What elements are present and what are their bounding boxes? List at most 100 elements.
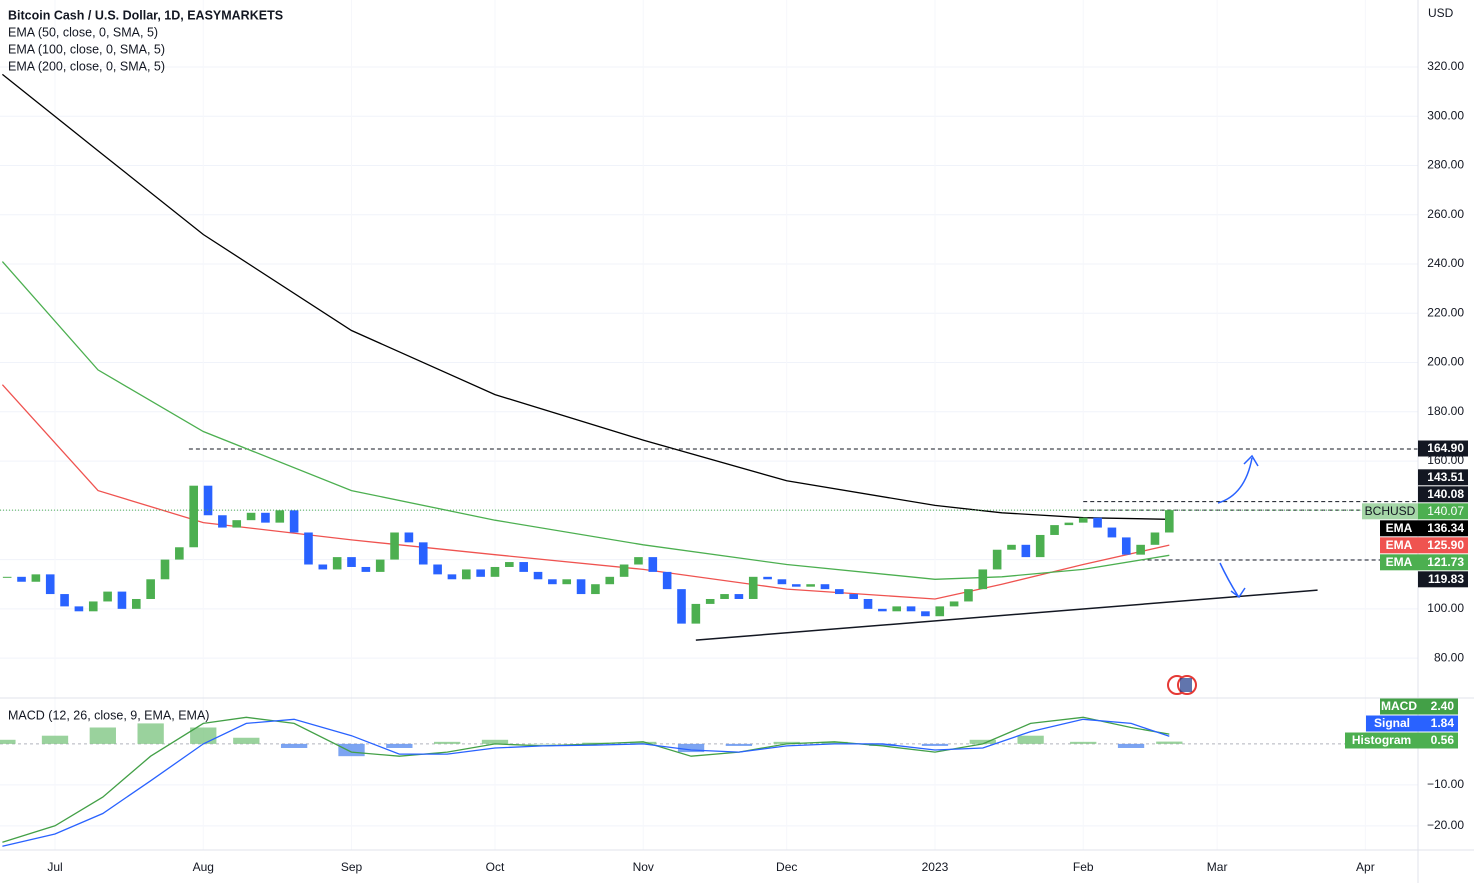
candle	[375, 559, 385, 572]
y-tick-label: 80.00	[1434, 650, 1464, 664]
level-label: 143.51	[1427, 470, 1464, 484]
candle	[189, 485, 198, 548]
candle	[978, 569, 988, 590]
candle	[964, 589, 973, 602]
candle	[218, 515, 227, 528]
currency-label: USD	[1428, 6, 1454, 20]
candle	[591, 584, 600, 595]
histogram-bar	[481, 739, 509, 744]
arrow-up	[1217, 457, 1253, 504]
level-label: 140.08	[1427, 487, 1464, 501]
candle	[146, 579, 155, 599]
y-tick-label: 320.00	[1427, 59, 1464, 73]
histogram-bar	[921, 743, 949, 746]
candle	[705, 598, 715, 604]
ema-name-box	[1380, 554, 1418, 571]
ema-name-box	[1380, 537, 1418, 554]
level-label: 119.83	[1428, 572, 1464, 586]
histogram-bar	[773, 741, 800, 744]
arrow-up-head	[1243, 454, 1259, 467]
candle	[1050, 525, 1059, 535]
candle	[476, 569, 485, 577]
macd-value: 1.84	[1431, 716, 1455, 730]
candle	[332, 557, 342, 570]
level-label-box	[1418, 469, 1468, 486]
y-tick-label: 100.00	[1427, 601, 1464, 615]
flag-icon	[1167, 675, 1197, 695]
candle	[619, 564, 629, 577]
level-label: 164.90	[1427, 441, 1464, 455]
x-tick-label: Dec	[776, 860, 797, 874]
x-tick-label: Jul	[47, 860, 62, 874]
candle	[863, 598, 873, 609]
price-value: 140.07	[1427, 504, 1464, 518]
histogram-bar	[280, 743, 308, 748]
x-tick-label: Nov	[633, 860, 654, 874]
histogram-bar	[725, 743, 753, 746]
y-tick-label: 280.00	[1427, 158, 1464, 172]
candle	[1064, 522, 1074, 526]
x-tick-label: Sep	[341, 860, 363, 874]
candle	[2, 576, 12, 578]
candle	[1078, 517, 1088, 523]
ema-name: EMA	[1386, 538, 1413, 552]
candle	[1021, 544, 1031, 558]
histogram-bar	[1070, 741, 1097, 744]
histogram-bar	[529, 743, 556, 745]
candle	[849, 594, 858, 599]
candle	[74, 606, 84, 612]
level-label-box	[1418, 440, 1468, 457]
candle	[662, 571, 672, 590]
candle	[318, 564, 328, 570]
arrow-down-head	[1230, 587, 1246, 599]
indicator-legend: EMA (100, close, 0, SMA, 5)	[8, 42, 165, 56]
histogram-bar	[1017, 735, 1044, 744]
ema-value: 121.73	[1427, 555, 1464, 569]
y-tick-label: 180.00	[1427, 404, 1464, 418]
level-label-box	[1418, 486, 1468, 503]
histogram-bar	[338, 743, 365, 757]
candle	[1093, 517, 1102, 528]
candle	[505, 562, 514, 567]
candle	[60, 594, 69, 607]
candle	[275, 510, 285, 523]
ema-name-box	[1380, 520, 1418, 537]
ema-name: EMA	[1386, 555, 1413, 569]
candle	[576, 579, 586, 595]
candle	[820, 584, 830, 590]
candle	[232, 520, 242, 528]
candle	[720, 594, 729, 599]
candle	[634, 557, 643, 565]
macd-value-box	[1418, 698, 1458, 715]
candle	[103, 591, 112, 602]
symbol-box	[1362, 503, 1418, 520]
candle	[548, 579, 557, 585]
candle	[691, 603, 701, 624]
histogram-bar	[1156, 741, 1183, 744]
ema-name: EMA	[1386, 521, 1413, 535]
level-label-box	[1418, 571, 1468, 588]
macd-value-box	[1418, 732, 1458, 749]
plot	[0, 73, 1418, 847]
candle	[1136, 544, 1145, 555]
candle	[45, 574, 55, 595]
histogram-bar	[190, 727, 217, 744]
candle	[1150, 532, 1160, 545]
candle	[447, 574, 457, 580]
histogram-bar	[233, 737, 260, 744]
candle	[734, 594, 744, 599]
candle	[304, 532, 313, 565]
candle	[605, 576, 615, 585]
histogram-bar	[0, 739, 16, 744]
x-tick-label: Oct	[486, 860, 505, 874]
candle	[261, 512, 270, 523]
candle	[648, 557, 658, 572]
macd-line	[2, 718, 1170, 847]
candle	[117, 591, 127, 609]
macd-name-box	[1366, 715, 1418, 732]
candle	[88, 601, 98, 612]
y-tick-label: −20.00	[1427, 818, 1464, 832]
candle	[533, 571, 543, 580]
histogram-bar	[869, 743, 896, 746]
